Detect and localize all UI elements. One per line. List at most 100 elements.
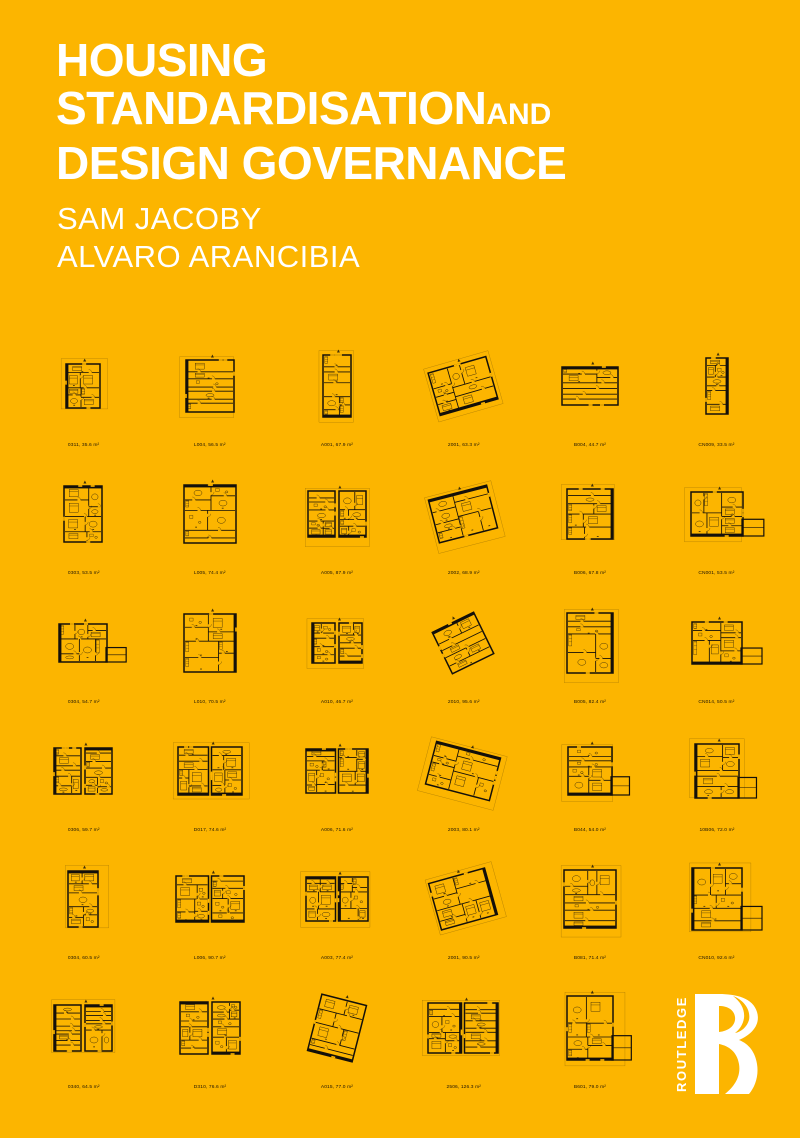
floor-plan-caption: CN014, 50.5 m² bbox=[698, 698, 735, 705]
floor-plan-cell: 0340, 64.5 m² bbox=[20, 980, 147, 1108]
floor-plan-caption: 2001, 90.5 m² bbox=[447, 955, 480, 961]
floor-plan-drawing bbox=[653, 595, 780, 691]
floor-plan-caption: B006, 67.8 m² bbox=[573, 570, 607, 576]
floor-plan-cell: L006, 90.7 m² bbox=[147, 851, 274, 979]
floor-plan-drawing bbox=[653, 723, 780, 819]
floor-plan-cell: A006, 71.6 m² bbox=[273, 723, 400, 851]
floor-plan-drawing bbox=[147, 851, 274, 947]
floor-plan-caption: B081, 71.4 m² bbox=[573, 955, 607, 961]
floor-plan-caption: 2003, 80.1 m² bbox=[447, 826, 480, 833]
floor-plan-drawing bbox=[527, 338, 654, 434]
floor-plan-caption: D017, 74.6 m² bbox=[193, 826, 227, 833]
floor-plan-cell: L005, 74.4 m² bbox=[147, 466, 274, 594]
floor-plan-cell: B004, 44.7 m² bbox=[527, 338, 654, 466]
floor-plan-caption: L004, 56.5 m² bbox=[194, 442, 226, 448]
floor-plan-cell: B005, 82.4 m² bbox=[527, 595, 654, 723]
floor-plan-caption: 10B06, 72.0 m² bbox=[699, 826, 735, 833]
floor-plan-drawing bbox=[527, 595, 654, 691]
floor-plan-drawing bbox=[273, 338, 400, 434]
floor-plan-drawing bbox=[20, 338, 147, 434]
floor-plan-caption: B044, 54.0 m² bbox=[573, 826, 607, 833]
floor-plan-caption: L006, 90.7 m² bbox=[194, 955, 226, 961]
floor-plan-caption: A006, 71.6 m² bbox=[320, 826, 353, 833]
floor-plan-caption: A003, 77.4 m² bbox=[320, 955, 353, 961]
floor-plan-caption: 2001, 63.3 m² bbox=[447, 442, 480, 448]
floor-plan-cell: L010, 70.5 m² bbox=[147, 595, 274, 723]
floor-plan-cell: 2506, 126.3 m² bbox=[400, 980, 527, 1108]
floor-plan-drawing bbox=[653, 851, 780, 947]
floor-plan-cell: D017, 74.6 m² bbox=[147, 723, 274, 851]
floor-plan-cell: A003, 77.4 m² bbox=[273, 851, 400, 979]
floor-plan-cell: A015, 77.0 m² bbox=[273, 980, 400, 1108]
floor-plan-drawing bbox=[273, 980, 400, 1076]
floor-plan-grid: 0311, 35.6 m² L004, 56.5 m² A001, 67.9 m² 2… bbox=[20, 338, 780, 1108]
floor-plan-cell: 2001, 90.5 m² bbox=[400, 851, 527, 979]
floor-plan-cell: 0304, 60.5 m² bbox=[20, 851, 147, 979]
floor-plan-caption: B004, 44.7 m² bbox=[573, 442, 607, 448]
floor-plan-cell: CN014, 50.5 m² bbox=[653, 595, 780, 723]
floor-plan-caption: A015, 77.0 m² bbox=[320, 1083, 353, 1090]
floor-plan-drawing bbox=[527, 851, 654, 947]
floor-plan-caption: 0303, 53.5 m² bbox=[67, 570, 100, 576]
publisher-logo: ROUTLEDGE bbox=[653, 980, 780, 1108]
floor-plan-drawing bbox=[147, 723, 274, 819]
floor-plan-drawing bbox=[273, 595, 400, 691]
floor-plan-drawing bbox=[400, 466, 527, 562]
floor-plan-drawing bbox=[20, 595, 147, 691]
floor-plan-cell: 2001, 63.3 m² bbox=[400, 338, 527, 466]
floor-plan-drawing bbox=[147, 466, 274, 562]
floor-plan-drawing bbox=[653, 338, 780, 434]
floor-plan-drawing bbox=[20, 466, 147, 562]
floor-plan-drawing bbox=[653, 466, 780, 562]
floor-plan-cell: L004, 56.5 m² bbox=[147, 338, 274, 466]
floor-plan-drawing bbox=[147, 595, 274, 691]
floor-plan-cell: 10B06, 72.0 m² bbox=[653, 723, 780, 851]
title-main-text: STANDARDISATION bbox=[56, 82, 487, 134]
floor-plan-cell: CN010, 92.6 m² bbox=[653, 851, 780, 979]
floor-plan-caption: A005, 87.9 m² bbox=[320, 570, 353, 576]
floor-plan-caption: L010, 70.5 m² bbox=[194, 698, 226, 705]
floor-plan-caption: D310, 76.6 m² bbox=[193, 1083, 227, 1090]
publisher-name: ROUTLEDGE bbox=[673, 995, 689, 1092]
title-line-3: DESIGN GOVERNANCE bbox=[56, 137, 567, 189]
floor-plan-caption: B005, 82.4 m² bbox=[573, 698, 607, 705]
floor-plan-cell: A001, 67.9 m² bbox=[273, 338, 400, 466]
floor-plan-caption: 2506, 126.3 m² bbox=[446, 1083, 481, 1090]
floor-plan-drawing bbox=[273, 851, 400, 947]
floor-plan-drawing bbox=[20, 851, 147, 947]
floor-plan-cell: 0304, 54.7 m² bbox=[20, 595, 147, 723]
floor-plan-cell: B044, 54.0 m² bbox=[527, 723, 654, 851]
floor-plan-caption: 2010, 95.6 m² bbox=[447, 698, 480, 705]
floor-plan-caption: 0311, 35.6 m² bbox=[67, 442, 100, 448]
floor-plan-cell: 0306, 59.7 m² bbox=[20, 723, 147, 851]
floor-plan-caption: CN001, 53.5 m² bbox=[698, 570, 735, 576]
author-name-2: ALVARO ARANCIBIA bbox=[57, 239, 361, 274]
floor-plan-caption: 0306, 59.7 m² bbox=[67, 826, 100, 833]
floor-plan-cell: CN009, 33.5 m² bbox=[653, 338, 780, 466]
floor-plan-drawing bbox=[273, 723, 400, 819]
floor-plan-cell: 0303, 53.5 m² bbox=[20, 466, 147, 594]
floor-plan-cell: D310, 76.6 m² bbox=[147, 980, 274, 1108]
floor-plan-caption: 2002, 68.9 m² bbox=[447, 570, 480, 576]
title-conjunction: AND bbox=[486, 98, 552, 131]
floor-plan-caption: 0304, 60.5 m² bbox=[67, 955, 100, 961]
floor-plan-caption: B601, 79.0 m² bbox=[573, 1083, 607, 1090]
floor-plan-drawing bbox=[527, 980, 654, 1076]
floor-plan-caption: 0304, 54.7 m² bbox=[67, 698, 100, 705]
floor-plan-drawing bbox=[400, 723, 527, 819]
title-line-2: STANDARDISATIONAND bbox=[56, 84, 756, 139]
floor-plan-cell: B006, 67.8 m² bbox=[527, 466, 654, 594]
floor-plan-caption: A001, 67.9 m² bbox=[320, 442, 353, 448]
floor-plan-drawing bbox=[400, 851, 527, 947]
floor-plan-drawing bbox=[147, 980, 274, 1076]
floor-plan-drawing bbox=[20, 980, 147, 1076]
floor-plan-drawing bbox=[20, 723, 147, 819]
floor-plan-cell: A005, 87.9 m² bbox=[273, 466, 400, 594]
author-block: SAM JACOBY ALVARO ARANCIBIA bbox=[57, 200, 360, 276]
floor-plan-drawing bbox=[147, 338, 274, 434]
floor-plan-cell: A010, 46.7 m² bbox=[273, 595, 400, 723]
floor-plan-cell: 2002, 68.9 m² bbox=[400, 466, 527, 594]
title-line-1: HOUSING bbox=[56, 34, 268, 86]
floor-plan-cell: B081, 71.4 m² bbox=[527, 851, 654, 979]
